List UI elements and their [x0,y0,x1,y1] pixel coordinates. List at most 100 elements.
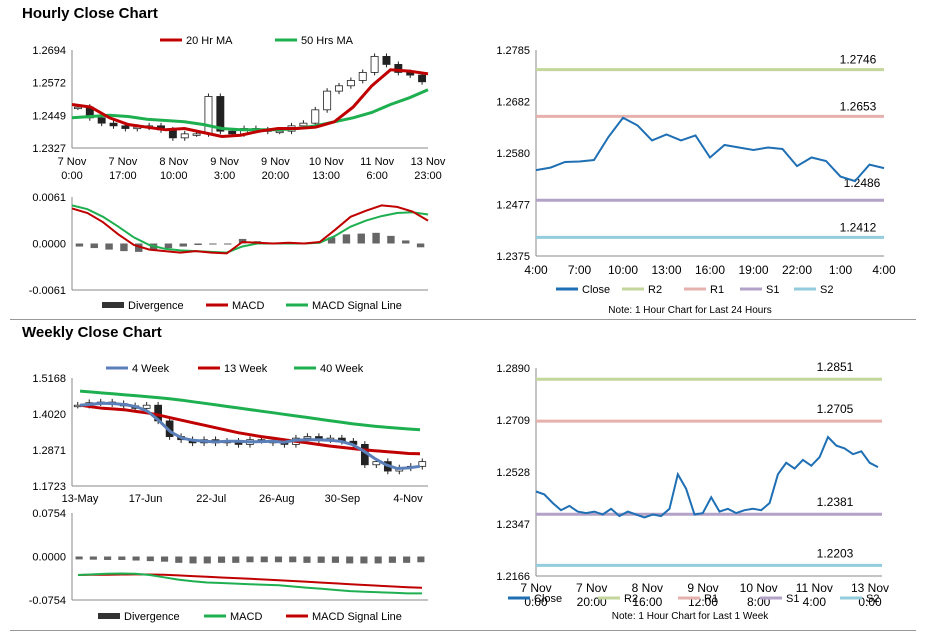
hourly-price-ytick-label: 1.2694 [32,45,66,57]
hourly-price-xtick-label: 10:00 [160,170,188,182]
h24-s2-legend-label: S2 [820,284,833,296]
h24-s1-legend-label: S1 [766,284,779,296]
h24-r1-legend-label: R1 [710,284,724,296]
h24-ytick-label: 1.2477 [496,200,530,212]
weekly-macd-divergence-bar [360,556,368,564]
hourly-macd-divergence-bar [164,243,173,249]
weekly-price-candle-body [372,461,381,466]
h24-close-legend-label: Close [582,284,610,296]
h24-xtick-label: 4:00 [872,263,896,277]
h24-xtick-label: 4:00 [524,263,548,277]
weekly-macd-divergence-bar [217,556,226,563]
hourly-macd-divergence-bar [327,237,336,244]
weekly-price-ytick-label: 1.4020 [32,409,66,421]
hourly-price-candle-body [335,85,343,92]
hourly-macd-divergence-bar [402,240,410,244]
w1-r1-level-label: 1.2705 [817,402,854,416]
weekly-macd-divergence-bar [260,556,268,563]
h24-xtick-label: 13:00 [651,263,681,277]
hourly-price-candle-body [216,96,225,132]
h24-ytick-label: 1.2375 [496,251,530,263]
hourly-price-candle-body [168,129,177,139]
w1-close-legend-label: Close [534,593,562,605]
hourly-price-xtick-label: 10 Nov [309,156,344,168]
hourly-price-ytick-label: 1.2449 [32,110,66,122]
hourly-macd-divergence-bar [120,243,128,252]
weekly-macd-divergence-bar [317,556,325,563]
weekly-section-title: Weekly Close Chart [22,324,162,341]
h24-r1-level-label: 1.2653 [840,99,877,113]
weekly-macd-divergence-bar [104,556,112,560]
weekly-macd-divergence-bar [203,556,211,564]
hourly-price-xtick-label: 13:00 [313,170,341,182]
hourly-price-xtick-label: 3:00 [214,170,235,182]
weekly-macd-divergence-bar [161,556,169,562]
w1-xtick-label: 7 Nov [576,581,607,595]
hourly-macd-divergence-bar [194,243,202,246]
weekly-macd-divergence-bar [403,556,411,563]
h24-xtick-label: 22:00 [782,263,812,277]
weekly-macd-ytick-label: -0.0754 [29,595,66,607]
w1-note: Note: 1 Hour Chart for Last 1 Week [612,611,770,622]
w1-xtick-label: 10 Nov [740,581,778,595]
hourly-macd-divergence-bar [105,243,113,250]
hourly-divergence-legend-swatch [102,302,124,308]
hourly-price-candle-body [370,56,379,73]
hourly-price-xtick-label: 13 Nov [411,156,446,168]
hourly-price-candle-body [346,80,355,87]
weekly-price-xtick-label: 22-Jul [196,493,226,505]
hourly-price-ytick-label: 1.2572 [32,78,66,90]
hourly-price-xtick-label: 23:00 [414,170,442,182]
hourly-20ma-line [71,68,429,139]
weekly-price-xtick-label: 13-May [62,493,99,505]
weekly-divergence-legend-label: Divergence [124,611,180,623]
h24-ytick-label: 1.2785 [496,45,530,57]
hourly-50ma-line [71,88,429,132]
hourly-price-candle-body [109,122,118,127]
h24-xtick-label: 7:00 [568,263,592,277]
weekly-macd-divergence-bar [132,556,140,561]
weekly-macd-divergence-bar [75,556,83,560]
hourly-price-candle-body [299,122,308,127]
weekly-macd-divergence-bar [303,556,311,563]
weekly-macd-divergence-bar [175,556,183,563]
weekly-macd-divergence-bar [417,556,425,563]
hourly-section-title: Hourly Close Chart [22,5,158,22]
hourly-20ma-legend-label: 20 Hr MA [186,35,233,47]
weekly-macd-ytick-label: 0.0754 [32,508,66,520]
hourly-price-candle-body [323,90,332,111]
hourly-price-candle-body [204,96,213,135]
w1-s2-level-label: 1.2203 [817,546,854,560]
w1-s1-level-label: 1.2381 [817,495,854,509]
weekly-macd-divergence-bar [89,556,97,560]
hourly-divergence-legend-label: Divergence [128,300,184,312]
w1-xtick-label: 7 Nov [520,581,551,595]
w1-ytick-label: 1.2347 [496,519,530,531]
hourly-price-xtick-label: 17:00 [109,170,137,182]
hourly-macd-divergence-bar [342,234,351,244]
h24-xtick-label: 19:00 [738,263,768,277]
weekly-macd-divergence-bar [246,556,254,563]
hourly-price-xtick-label: 0:00 [61,170,82,182]
weekly-macd-signal-line [77,573,423,589]
w1-xtick-label: 8 Nov [632,581,663,595]
hourly-price-ytick-label: 1.2327 [32,143,66,155]
w1-s2-legend-label: S2 [866,593,879,605]
weekly-macd-divergence-bar [189,556,197,564]
weekly-macd-ytick-label: 0.0000 [32,552,66,564]
hourly-price-xtick-label: 7 Nov [58,156,87,168]
hourly-price-candle-body [73,106,82,110]
weekly-macd-line [77,572,422,595]
hourly-price-candle-body [394,64,403,73]
h24-r2-level-label: 1.2746 [840,53,877,67]
hourly-macd-ytick-label: 0.0061 [32,192,66,204]
weekly-4w-legend-label: 4 Week [132,363,170,375]
weekly-4w-line [79,401,421,471]
weekly-price-candle-body [303,436,312,439]
weekly-price-ytick-label: 1.1723 [32,481,66,493]
hourly-macd-divergence-bar [224,243,232,245]
hourly-macd-divergence-bar [75,243,84,247]
hourly-price-candle-body [311,109,320,124]
hourly-macd-ytick-label: -0.0061 [29,285,66,297]
w1-ytick-label: 1.2709 [496,415,530,427]
